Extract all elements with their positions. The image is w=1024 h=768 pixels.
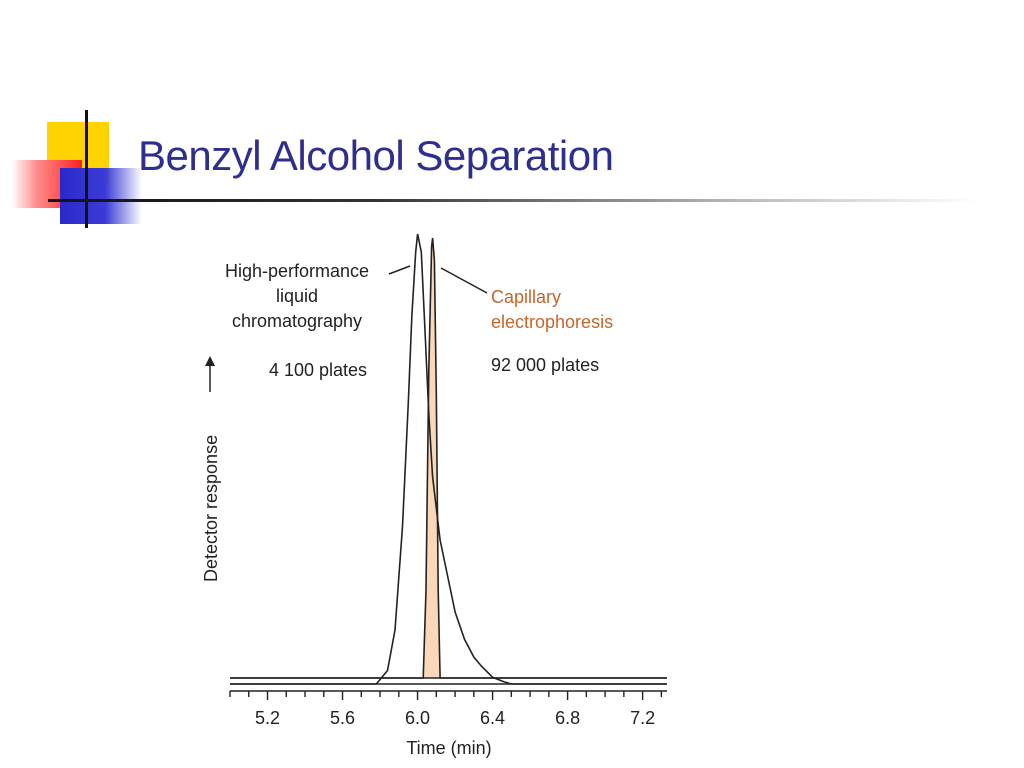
- series-line-ce: [230, 237, 667, 679]
- hplc-label-line-3: chromatography: [232, 311, 362, 331]
- hplc-leader-line: [388, 265, 411, 275]
- x-tick-label: 5.6: [330, 708, 355, 728]
- x-tick-label: 6.8: [555, 708, 580, 728]
- title-underline: [48, 199, 978, 202]
- ce-plates-label: 92 000 plates: [491, 355, 599, 375]
- slide-title: Benzyl Alcohol Separation: [138, 132, 614, 179]
- hplc-label-line-1: High-performance: [225, 261, 369, 281]
- x-tick-label: 6.0: [405, 708, 430, 728]
- y-axis-arrow-head-icon: [205, 356, 215, 366]
- logo-blue-bar: [60, 168, 142, 224]
- hplc-label-line-2: liquid: [276, 286, 318, 306]
- x-tick-label: 6.4: [480, 708, 505, 728]
- x-tick-label: 7.2: [630, 708, 655, 728]
- hplc-plates-label: 4 100 plates: [269, 360, 367, 380]
- x-tick-label: 5.2: [255, 708, 280, 728]
- logo-vertical-line: [85, 110, 88, 228]
- x-axis-tick-labels: 5.2 5.6 6.0 6.4 6.8 7.2: [255, 708, 655, 728]
- ce-leader-line: [440, 267, 488, 294]
- x-axis-label: Time (min): [406, 738, 491, 758]
- x-axis-ticks: [229, 691, 663, 700]
- y-axis-label: Detector response: [201, 435, 221, 582]
- ce-label-line-2: electrophoresis: [491, 312, 613, 332]
- ce-label-line-1: Capillary: [491, 287, 561, 307]
